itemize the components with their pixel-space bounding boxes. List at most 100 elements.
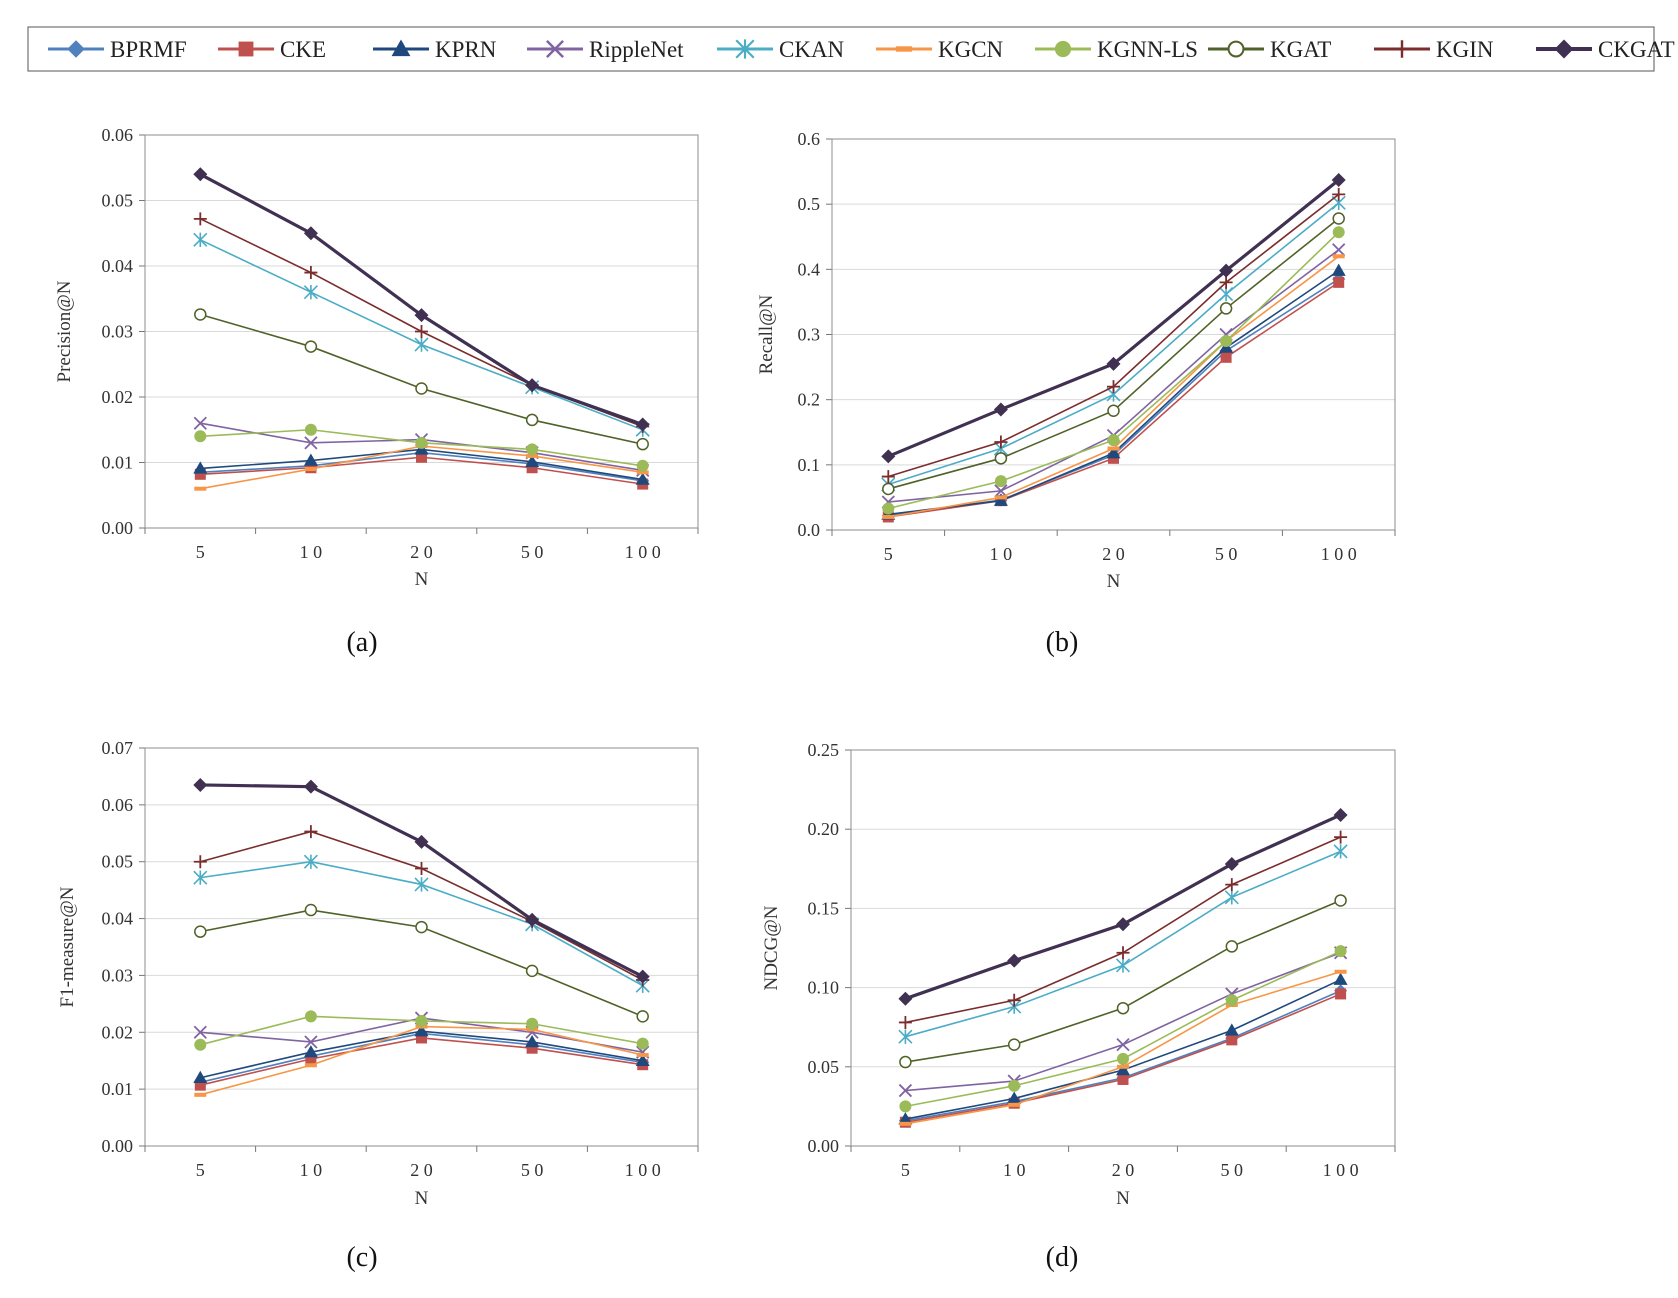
legend-item-kgat: KGAT [1208, 37, 1331, 62]
series-kgat [194, 903, 649, 1023]
series-kgnn-ls [194, 1010, 649, 1051]
panel-caption: (d) [1046, 1242, 1079, 1273]
data-point-kgnn-ls [194, 1038, 207, 1051]
data-point-ckan [303, 854, 318, 869]
y-tick-label: 0.5 [798, 194, 821, 214]
x-tick-label: 2 0 [410, 542, 433, 562]
y-tick-label: 0.00 [102, 1136, 134, 1156]
data-point-kgat [1007, 1038, 1021, 1051]
open-circle-marker-icon [1227, 40, 1245, 58]
data-point-kgat [1107, 404, 1120, 417]
x-tick-label: 5 0 [1215, 544, 1238, 564]
data-point-cke [1333, 276, 1345, 288]
data-point-ripplenet [193, 1025, 207, 1039]
data-point-kgnn-ls [1117, 1052, 1129, 1065]
data-point-kgnn-ls [882, 502, 895, 515]
x-tick-label: 5 [196, 542, 205, 562]
legend-label: BPRMF [110, 37, 187, 62]
series-kgin [193, 825, 650, 987]
x-tick-label: 1 0 [300, 542, 323, 562]
data-point-kgin [1332, 187, 1346, 201]
data-point-ckan [193, 870, 208, 885]
x-tick-label: 2 0 [1102, 544, 1125, 564]
legend-label: CKAN [779, 37, 845, 62]
data-point-kgat [1225, 940, 1239, 953]
data-point-kprn [1007, 1091, 1022, 1104]
legend-item-ckgat: CKGAT [1536, 37, 1675, 62]
data-point-ckgat [1331, 173, 1346, 188]
data-point-ripplenet [1332, 243, 1346, 257]
data-point-kgin [415, 325, 428, 338]
data-point-kgat [882, 482, 895, 496]
data-point-kgat [525, 413, 539, 427]
data-point-ripplenet [1116, 1037, 1130, 1052]
data-point-kprn [193, 1070, 208, 1084]
data-point-kgcn [304, 1063, 317, 1068]
data-point-kgat [304, 340, 318, 353]
data-point-kgcn [1117, 1064, 1129, 1069]
y-tick-label: 0.01 [102, 453, 134, 473]
data-point-ckgat [1219, 263, 1234, 278]
y-tick-label: 0.15 [808, 898, 840, 918]
data-point-kprn [1116, 1062, 1130, 1076]
data-point-kgcn [1332, 254, 1345, 259]
data-point-kgin [881, 470, 895, 484]
data-point-kgnn-ls [304, 423, 317, 436]
data-point-ckgat [898, 991, 913, 1006]
data-point-ckan [1115, 958, 1131, 973]
x-tick-label: 1 0 0 [625, 542, 661, 562]
data-point-ckgat [193, 167, 208, 182]
x-tick-label: 5 [196, 1160, 205, 1180]
plus-marker-icon [1393, 40, 1411, 58]
data-point-ckgat [303, 779, 318, 794]
legend-item-cke: CKE [218, 37, 326, 62]
data-point-ckan [1219, 286, 1234, 302]
data-point-ckan [303, 285, 318, 300]
data-point-ripplenet [304, 1035, 318, 1049]
legend-label: KPRN [435, 37, 497, 62]
data-point-kgcn [194, 1092, 207, 1097]
data-point-kgat [194, 308, 207, 321]
data-point-kgnn-ls [526, 1017, 539, 1030]
legend-item-kprn: KPRN [373, 37, 497, 62]
data-point-kgat [994, 452, 1008, 465]
y-axis-label: NDCG@N [761, 905, 782, 990]
data-point-kgcn [1107, 446, 1120, 451]
data-point-kgnn-ls [1225, 994, 1238, 1007]
y-tick-label: 0.0 [798, 520, 821, 540]
series-line [199, 218, 643, 428]
data-point-kgat [194, 925, 207, 938]
data-point-kgat [304, 903, 318, 917]
data-point-kgin [1225, 878, 1239, 892]
y-tick-label: 0.01 [102, 1079, 134, 1099]
y-tick-label: 0.2 [798, 390, 821, 410]
data-point-cke [416, 451, 427, 463]
x-tick-label: 1 0 [300, 1160, 323, 1180]
data-point-kgcn [636, 1053, 649, 1058]
legend-item-bprmf: BPRMF [48, 37, 187, 62]
data-point-ckgat [414, 308, 429, 323]
y-axis-label: Recall@N [756, 294, 777, 374]
data-point-kgnn-ls [526, 443, 539, 456]
data-point-kgin [1116, 946, 1130, 960]
data-point-ripplenet [898, 1083, 913, 1098]
data-point-kgin [898, 1015, 912, 1029]
data-point-ckan [193, 232, 208, 247]
series-kgnn-ls [899, 945, 1347, 1113]
data-point-kgat [1334, 894, 1347, 907]
data-point-kgat [636, 1010, 649, 1023]
y-tick-label: 0.25 [808, 740, 840, 760]
x-marker-icon [546, 40, 564, 58]
series-line [888, 249, 1340, 503]
star-marker-icon [735, 39, 755, 59]
circle-marker-icon [1054, 40, 1072, 58]
data-point-kgcn [636, 470, 649, 475]
data-point-kgcn [882, 514, 895, 519]
legend-label: KGCN [938, 37, 1004, 62]
y-tick-label: 0.06 [102, 795, 134, 815]
data-point-ckgat [1007, 953, 1022, 968]
y-tick-label: 0.04 [102, 256, 134, 276]
legend-item-kgnn-ls: KGNN-LS [1035, 37, 1198, 62]
data-point-cke [194, 468, 206, 480]
data-point-kgcn [899, 1121, 912, 1126]
